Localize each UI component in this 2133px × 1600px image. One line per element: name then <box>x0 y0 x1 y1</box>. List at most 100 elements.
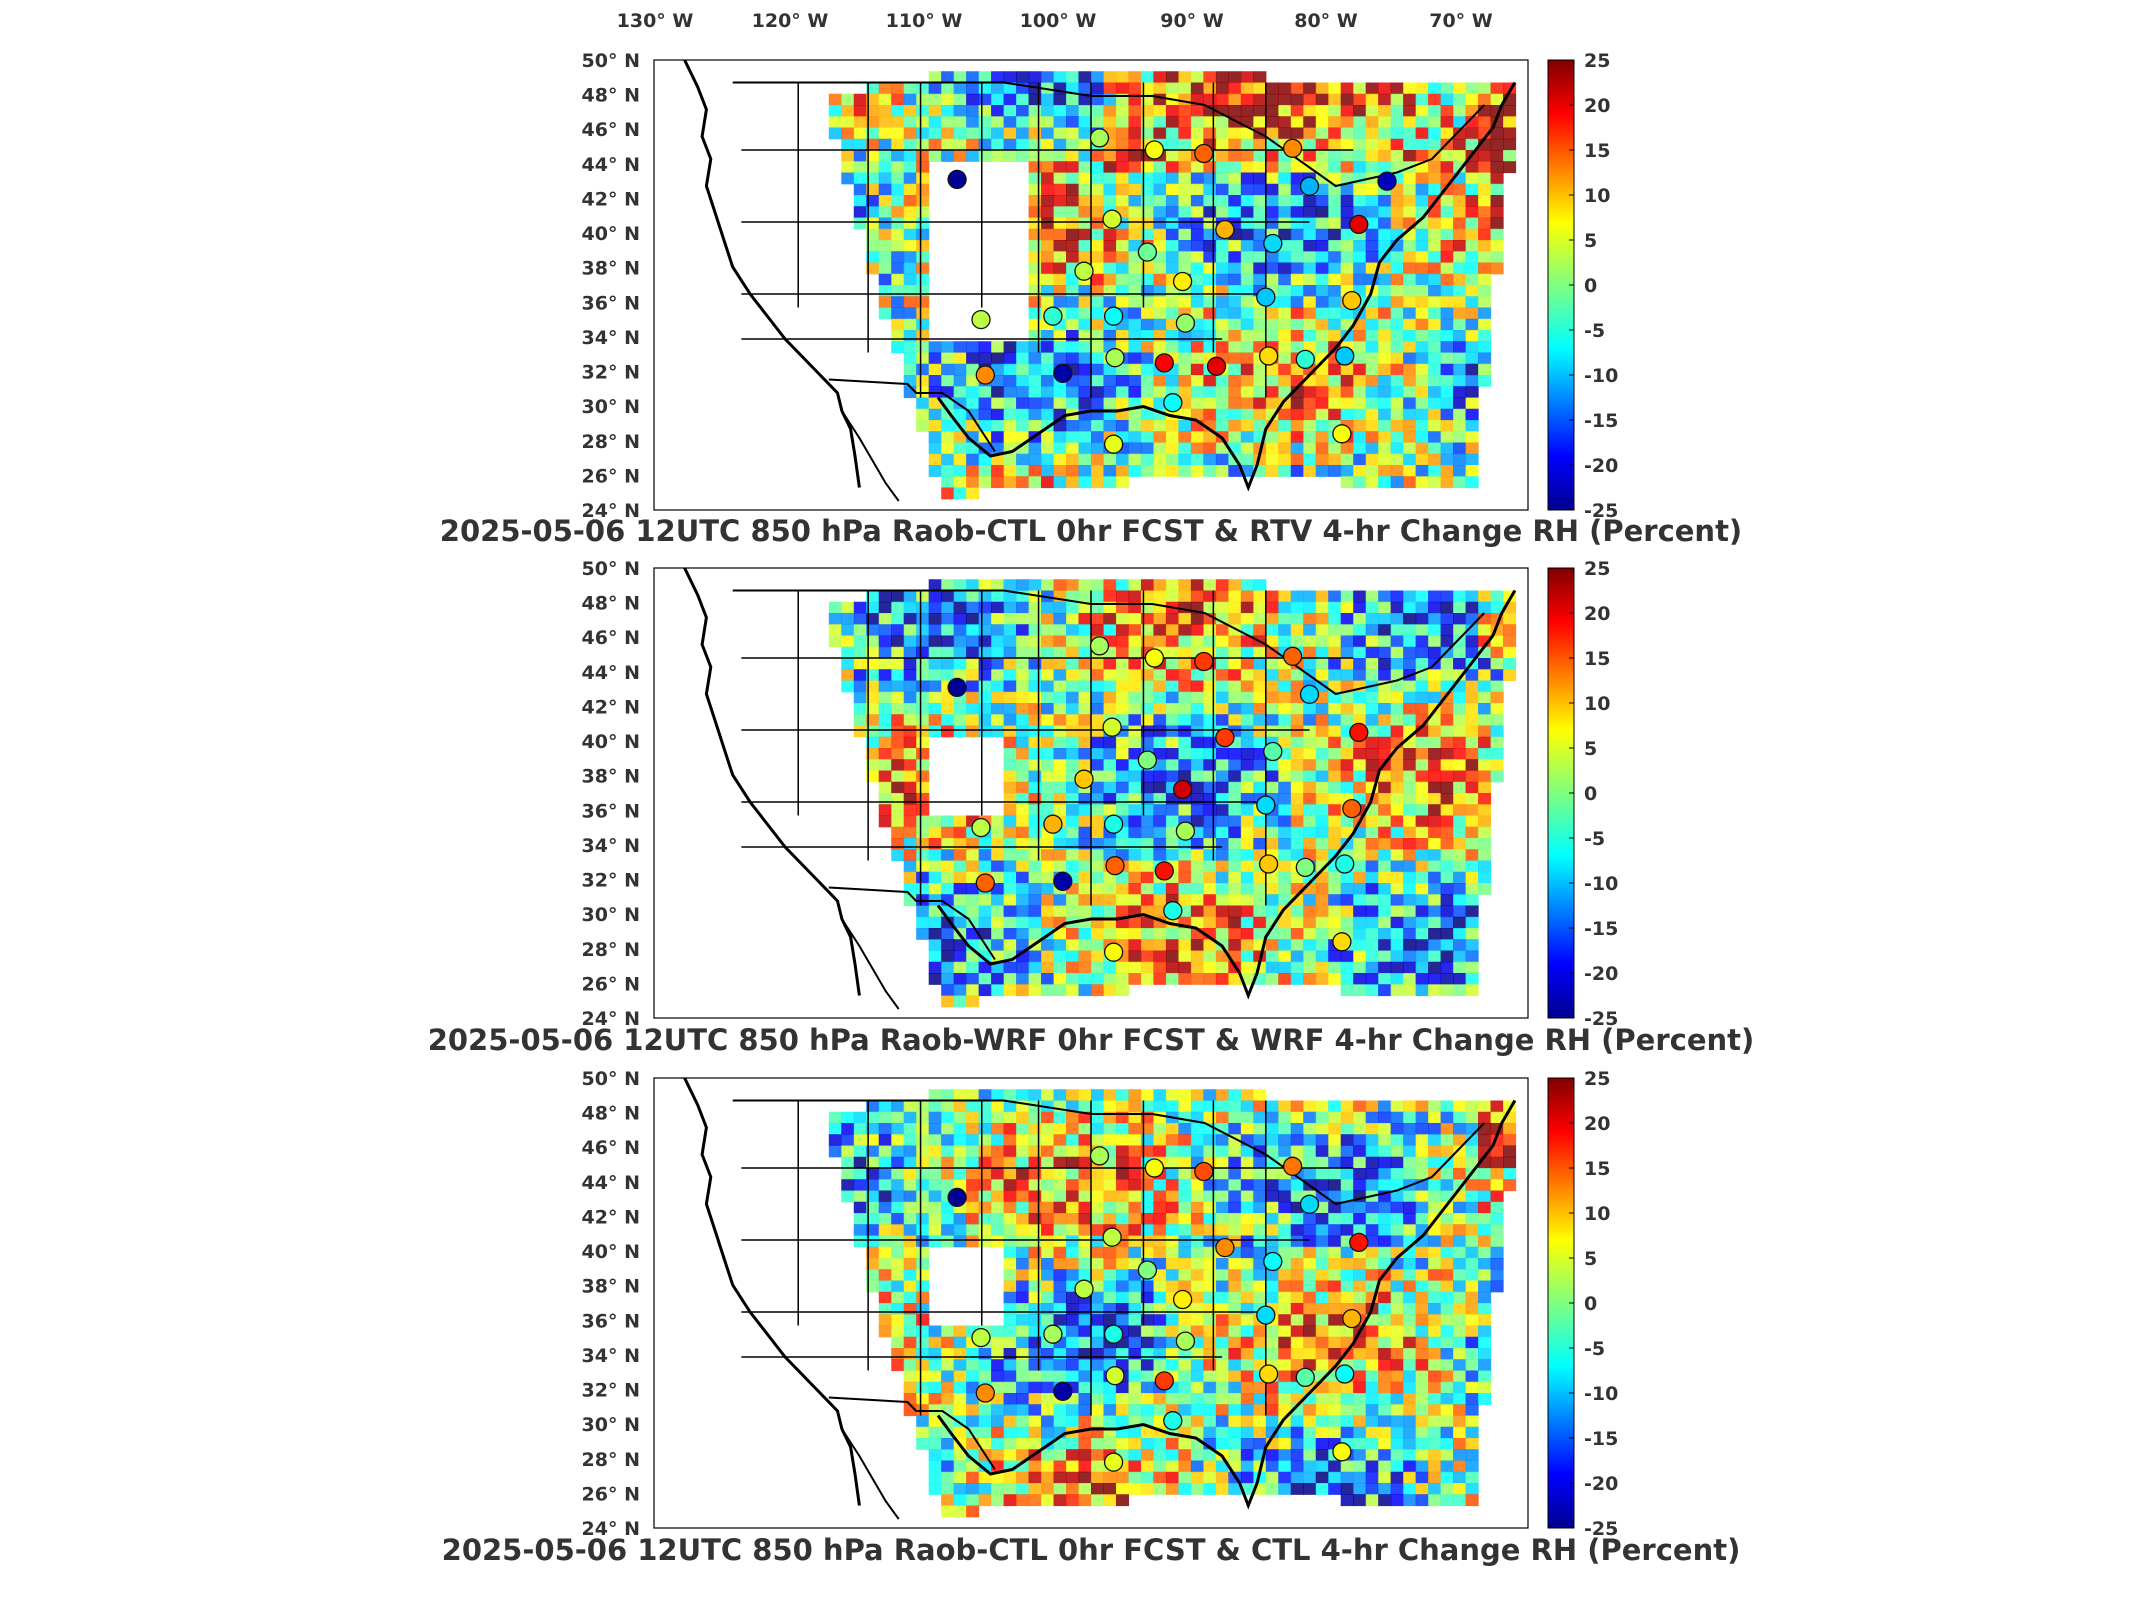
raob-point <box>1053 1381 1073 1401</box>
raob-point <box>947 677 967 698</box>
raob-point <box>1282 138 1303 158</box>
raob-point <box>1103 434 1124 454</box>
lat-tick-label: 46° N <box>582 1137 640 1159</box>
raob-point <box>1377 171 1397 191</box>
top-lon-label: 70° W <box>1429 10 1493 32</box>
raob-point <box>1263 233 1283 254</box>
lat-tick-label: 32° N <box>582 870 640 892</box>
colorbar-tick-label: -5 <box>1584 1338 1605 1360</box>
raob-point <box>1295 349 1315 370</box>
raob-point <box>1102 209 1122 229</box>
colorbar-tick-label: -15 <box>1584 410 1618 432</box>
raob-point <box>1299 684 1320 704</box>
colorbar-tick-label: 0 <box>1584 275 1597 297</box>
colorbar-tick-label: 20 <box>1584 95 1610 117</box>
map-frame <box>653 59 1529 511</box>
raob-point <box>1137 1260 1158 1280</box>
raob-point <box>975 365 995 385</box>
map-boundaries <box>683 60 1517 502</box>
raob-point <box>1335 1364 1355 1384</box>
panel-title: 2025-05-06 12UTC 850 hPa Raob-CTL 0hr FC… <box>440 514 1742 548</box>
raob-point <box>1282 1156 1303 1176</box>
raob-point <box>1349 214 1369 235</box>
lat-tick-label: 50° N <box>582 558 640 580</box>
colorbar-tick-label: 0 <box>1584 1293 1597 1315</box>
raob-point <box>1342 290 1362 311</box>
raob-point <box>1206 356 1227 376</box>
colorbar-tick-label: 25 <box>1584 558 1610 580</box>
lat-tick-label: 26° N <box>582 973 640 995</box>
colorbar-tick-label: 5 <box>1584 738 1597 760</box>
raob-point <box>1172 1289 1193 1310</box>
raob-point <box>1172 779 1193 800</box>
raob-point <box>971 817 991 838</box>
raob-point <box>1335 346 1355 366</box>
colorbar-tick-label: 5 <box>1584 1248 1597 1270</box>
raob-point <box>1299 1194 1320 1214</box>
lat-tick-labels: 50° N 48° N 46° N 44° N 42° N 40° N 38° N 36° N… <box>582 558 640 1030</box>
raob-point <box>1103 942 1124 962</box>
raob-point <box>1144 648 1165 668</box>
raob-point <box>1263 1251 1283 1272</box>
lat-tick-label: 44° N <box>582 154 640 176</box>
colorbar: 25 20 15 10 5 0 -5 -10 -15 -20 -25 <box>1547 1068 1618 1540</box>
raob-points <box>947 636 1369 962</box>
raob-point <box>947 169 967 190</box>
raob-point <box>1349 1232 1369 1253</box>
colorbar-tick-label: 10 <box>1584 693 1610 715</box>
lat-tick-label: 30° N <box>582 904 640 926</box>
lat-tick-label: 46° N <box>582 627 640 649</box>
top-lon-label: 130° W <box>617 10 694 32</box>
raob-point <box>1258 1364 1279 1384</box>
lat-tick-labels: 50° N 48° N 46° N 44° N 42° N 40° N 38° N 36° N… <box>582 1068 640 1540</box>
raob-point <box>1053 871 1073 891</box>
colorbar-tick-label: 10 <box>1584 185 1610 207</box>
raob-point <box>1258 346 1279 366</box>
lat-tick-label: 40° N <box>582 1241 640 1263</box>
lat-tick-label: 24° N <box>582 500 640 522</box>
colorbar-tick-label: 15 <box>1584 648 1610 670</box>
top-lon-label: 110° W <box>886 10 963 32</box>
colorbar-tick-label: -15 <box>1584 918 1618 940</box>
raob-point <box>1332 424 1352 444</box>
baja-coastline <box>841 1428 900 1520</box>
lat-tick-label: 42° N <box>582 1207 640 1229</box>
raob-point <box>1043 306 1063 326</box>
raob-point <box>1074 1279 1094 1299</box>
raob-point <box>1043 814 1063 834</box>
lat-tick-label: 38° N <box>582 1276 640 1298</box>
colorbar-tick-label: 20 <box>1584 1113 1610 1135</box>
colorbar-tick-label: -25 <box>1584 500 1618 522</box>
raob-point <box>1103 306 1124 326</box>
raob-point <box>975 873 995 893</box>
top-lon-label: 80° W <box>1294 10 1358 32</box>
colorbar-tick-label: 25 <box>1584 50 1610 72</box>
raob-point <box>1194 143 1214 164</box>
lat-tick-label: 40° N <box>582 731 640 753</box>
colorbar: 25 20 15 10 5 0 -5 -10 -15 -20 -25 <box>1547 558 1618 1030</box>
raob-points <box>947 128 1397 454</box>
mexico-border <box>828 1396 996 1471</box>
colorbar-tick-label: -25 <box>1584 1008 1618 1030</box>
lat-tick-label: 32° N <box>582 362 640 384</box>
raob-point <box>1335 854 1355 874</box>
map-panel-1: 50° N 48° N 46° N 44° N 42° N 40° N 38° N 36° N… <box>440 50 1742 548</box>
lat-tick-label: 30° N <box>582 1414 640 1436</box>
raob-point <box>1256 795 1276 815</box>
raob-point <box>1263 741 1283 762</box>
lat-tick-label: 36° N <box>582 800 640 822</box>
colorbar-tick-label: -25 <box>1584 1518 1618 1540</box>
lat-tick-label: 50° N <box>582 1068 640 1090</box>
raob-point <box>1282 646 1303 666</box>
lat-tick-label: 24° N <box>582 1518 640 1540</box>
map-panel-3: 50° N 48° N 46° N 44° N 42° N 40° N 38° N 36° N… <box>442 1068 1741 1567</box>
raob-point <box>1295 857 1315 878</box>
lat-tick-label: 42° N <box>582 697 640 719</box>
colorbar-tick-label: -15 <box>1584 1428 1618 1450</box>
map-frame <box>653 567 1529 1019</box>
colorbar-tick-label: -10 <box>1584 1383 1618 1405</box>
lat-tick-label: 48° N <box>582 1103 640 1125</box>
raob-point <box>1332 932 1352 952</box>
gulf-atlantic-coastline <box>936 589 1517 1000</box>
colorbar-tick-label: -5 <box>1584 320 1605 342</box>
